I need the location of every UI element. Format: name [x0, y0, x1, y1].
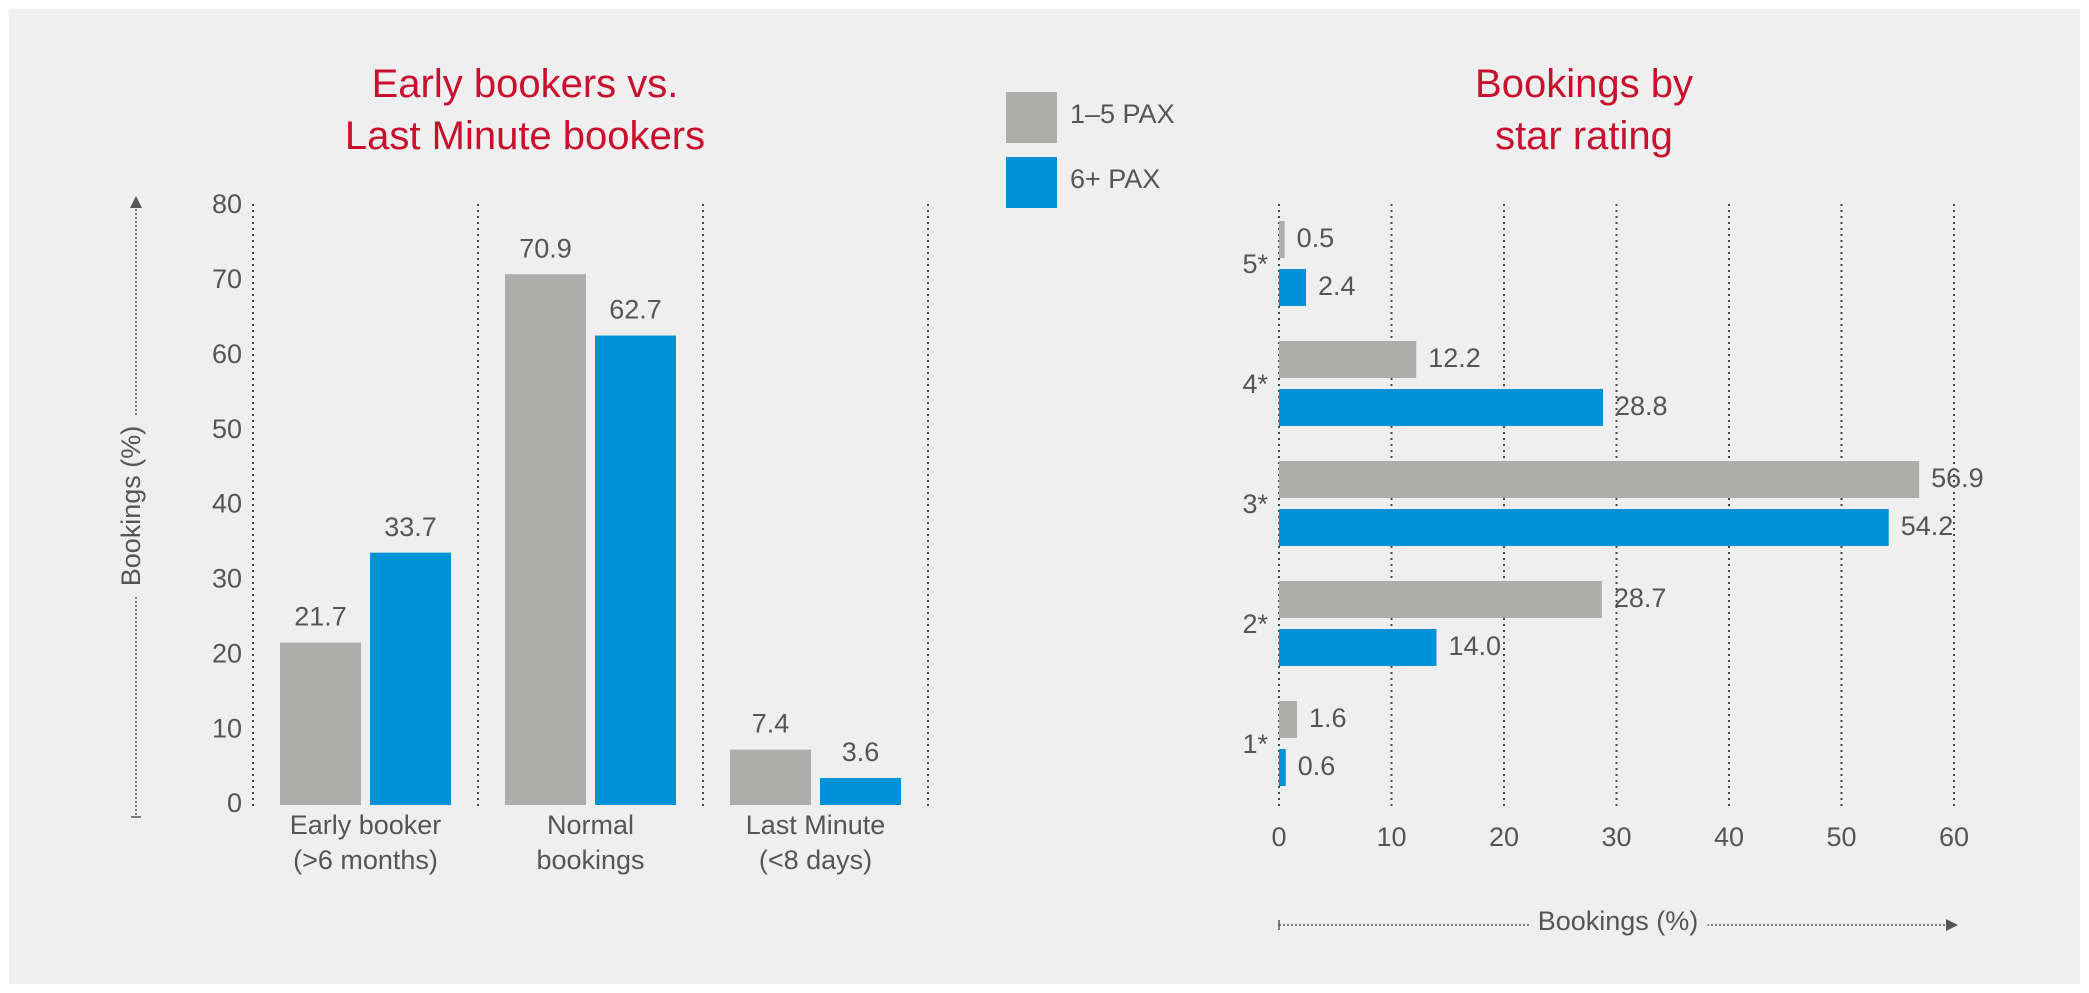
x-tick-label: Last Minute (<8 days)	[745, 810, 886, 875]
x-tick-label: 0	[1271, 822, 1286, 852]
y-tick-label: 5*	[1242, 249, 1268, 279]
value-label: 62.7	[609, 295, 662, 325]
value-label: 14.0	[1449, 631, 1502, 661]
value-label: 56.9	[1931, 463, 1984, 493]
value-label: 0.6	[1298, 751, 1336, 781]
bar	[1279, 221, 1285, 258]
value-label: 70.9	[519, 233, 572, 263]
value-label: 2.4	[1318, 271, 1356, 301]
bar	[370, 552, 451, 805]
x-tick-label: 10	[1376, 822, 1406, 852]
value-label: 0.5	[1297, 223, 1335, 253]
bar	[1279, 389, 1603, 426]
bar	[1279, 629, 1437, 666]
bar	[595, 335, 676, 805]
y-axis-title: Bookings (%)	[116, 426, 146, 587]
y-tick-label: 60	[212, 339, 242, 369]
axis-arrowhead	[130, 196, 142, 208]
chart-title: Early bookers vs. Last Minute bookers	[344, 62, 706, 158]
x-tick-label: 30	[1601, 822, 1631, 852]
bar	[280, 642, 361, 805]
x-tick-label: Early booker (>6 months)	[289, 810, 442, 875]
y-tick-label: 30	[212, 564, 242, 594]
x-tick-label: Normal bookings	[536, 810, 645, 875]
bar	[820, 778, 901, 805]
bar	[1279, 581, 1602, 618]
y-tick-label: 3*	[1242, 489, 1268, 519]
value-label: 33.7	[384, 512, 437, 542]
chart-title: Bookings by star rating	[1475, 62, 1693, 158]
bar	[505, 274, 586, 806]
axis-arrowhead	[1946, 919, 1958, 931]
value-label: 54.2	[1901, 511, 1954, 541]
y-tick-label: 40	[212, 489, 242, 519]
x-tick-label: 20	[1489, 822, 1519, 852]
y-tick-label: 0	[227, 788, 242, 818]
bar	[1279, 509, 1889, 546]
bar	[1279, 341, 1417, 378]
bar	[1279, 749, 1286, 786]
value-label: 28.7	[1614, 583, 1667, 613]
y-tick-label: 20	[212, 638, 242, 668]
value-label: 7.4	[752, 709, 790, 739]
value-label: 3.6	[842, 737, 880, 767]
y-tick-label: 1*	[1242, 729, 1268, 759]
y-tick-label: 4*	[1242, 369, 1268, 399]
value-label: 1.6	[1309, 703, 1347, 733]
y-tick-label: 80	[212, 189, 242, 219]
bar	[1279, 701, 1297, 738]
y-tick-label: 50	[212, 414, 242, 444]
legend-swatch	[1006, 92, 1057, 143]
bar	[1279, 269, 1306, 306]
legend-label: 1–5 PAX	[1070, 99, 1175, 129]
x-tick-label: 40	[1714, 822, 1744, 852]
bar	[1279, 461, 1920, 498]
x-axis-title: Bookings (%)	[1538, 906, 1699, 936]
value-label: 12.2	[1428, 343, 1481, 373]
value-label: 21.7	[294, 602, 347, 632]
y-tick-label: 70	[212, 264, 242, 294]
x-tick-label: 60	[1939, 822, 1969, 852]
value-label: 28.8	[1615, 391, 1668, 421]
x-tick-label: 50	[1826, 822, 1856, 852]
legend-label: 6+ PAX	[1070, 164, 1160, 194]
y-tick-label: 10	[212, 713, 242, 743]
y-tick-label: 2*	[1242, 609, 1268, 639]
legend-swatch	[1006, 157, 1057, 208]
bar	[730, 749, 811, 805]
